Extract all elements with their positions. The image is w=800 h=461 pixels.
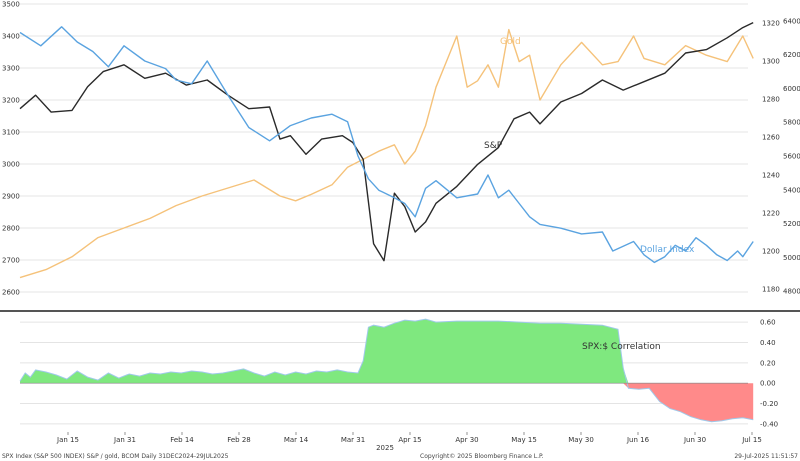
correlation-axis-ticks: 0.60 0.40 0.20 0.00 -0.20 -0.40 — [760, 319, 778, 429]
correlation-tick-label: -0.20 — [760, 400, 778, 408]
x-tick-label: Jun 30 — [683, 436, 706, 444]
bottom-annotations: SPX:$ Correlation — [582, 342, 661, 352]
footer-right: 29-Jul-2025 11:51:57 — [734, 453, 798, 460]
correlation-line — [19, 318, 754, 423]
x-tick-label: Feb 14 — [170, 436, 194, 444]
right-outer-tick-label: 5400 — [783, 186, 800, 194]
correlation-tick-label: 0.60 — [760, 319, 776, 327]
s-p-line — [19, 21, 754, 262]
right-axis-outer-ticks: 6400 6200 6000 5800 5600 5400 5200 5000 4800 — [783, 17, 800, 295]
right-inner-tick-label: 1240 — [762, 172, 780, 180]
bottom-chart-panel: 0.60 0.40 0.20 0.00 -0.20 -0.40 SPX:$ Correla… — [19, 318, 778, 429]
right-inner-tick-label: 1320 — [762, 20, 780, 28]
right-outer-tick-label: 5600 — [783, 153, 800, 161]
left-tick-label: 2800 — [2, 225, 20, 233]
correlation-tick-label: 0.00 — [760, 380, 776, 388]
left-tick-label: 3000 — [2, 161, 20, 169]
right-outer-tick-label: 6400 — [783, 17, 800, 25]
x-tick-label: Feb 28 — [227, 436, 251, 444]
top-annotations: Gold S&P Dollar Index — [484, 37, 695, 255]
x-axis: Jan 15 Jan 31 Feb 14 Feb 28 Mar 14 Mar 31 Apr … — [56, 432, 762, 452]
x-tick-label: Jan 15 — [56, 436, 79, 444]
x-tick-label: Mar 31 — [341, 436, 365, 444]
series-annotation: Gold — [500, 37, 521, 47]
top-chart-panel: 3500 3400 3300 3200 3100 3000 2900 2800 2700 2600… — [2, 1, 800, 297]
x-tick-label: Mar 14 — [284, 436, 309, 444]
right-inner-tick-label: 1200 — [762, 248, 780, 256]
right-outer-tick-label: 6000 — [783, 85, 800, 93]
dollar-index-line — [19, 26, 754, 264]
correlation-tick-label: 0.20 — [760, 359, 776, 367]
right-outer-tick-label: 5000 — [783, 254, 800, 262]
left-tick-label: 2600 — [2, 289, 20, 297]
right-outer-tick-label: 6200 — [783, 51, 800, 59]
left-tick-label: 3300 — [2, 65, 20, 73]
correlation-tick-label: 0.40 — [760, 339, 776, 347]
x-tick-label: Apr 15 — [398, 436, 421, 444]
right-inner-tick-label: 1180 — [762, 286, 780, 294]
right-outer-tick-label: 4800 — [783, 288, 800, 296]
footer-left: SPX Index (S&P 500 INDEX) S&P / gold, BC… — [2, 453, 229, 460]
right-inner-tick-label: 1260 — [762, 134, 780, 142]
right-axis-inner-ticks: 1320 1300 1280 1260 1240 1220 1200 1180 — [762, 20, 780, 294]
left-tick-label: 3200 — [2, 97, 20, 105]
series-annotation: Dollar Index — [640, 245, 695, 255]
top-series-group — [19, 21, 754, 279]
x-tick-label: Jun 16 — [626, 436, 650, 444]
left-axis-ticks: 3500 3400 3300 3200 3100 3000 2900 2800 2700 2600 — [2, 1, 20, 297]
x-tick-label: Jan 31 — [113, 436, 136, 444]
series-annotation: S&P — [484, 141, 503, 151]
x-year-label: 2025 — [376, 444, 394, 452]
x-tick-label: May 30 — [568, 436, 594, 444]
positive-correlation-area — [20, 319, 754, 384]
footer-center: Copyright© 2025 Bloomberg Finance L.P. — [420, 453, 544, 460]
footer: SPX Index (S&P 500 INDEX) S&P / gold, BC… — [2, 453, 798, 460]
correlation-annotation: SPX:$ Correlation — [582, 342, 661, 352]
x-tick-label: May 15 — [511, 436, 537, 444]
right-inner-tick-label: 1280 — [762, 96, 780, 104]
left-tick-label: 3400 — [2, 33, 20, 41]
right-outer-tick-label: 5800 — [783, 119, 800, 127]
x-tick-label: Jul 15 — [741, 436, 762, 444]
left-tick-label: 3100 — [2, 129, 20, 137]
right-outer-tick-label: 5200 — [783, 220, 800, 228]
right-inner-tick-label: 1220 — [762, 210, 780, 218]
correlation-area — [19, 318, 754, 423]
left-tick-label: 2900 — [2, 193, 20, 201]
left-tick-label: 2700 — [2, 257, 20, 265]
left-tick-label: 3500 — [2, 1, 20, 9]
x-tick-label: Apr 30 — [455, 436, 478, 444]
correlation-tick-label: -0.40 — [760, 420, 778, 428]
negative-correlation-area — [20, 383, 754, 422]
gold-line — [19, 28, 754, 279]
right-inner-tick-label: 1300 — [762, 58, 780, 66]
